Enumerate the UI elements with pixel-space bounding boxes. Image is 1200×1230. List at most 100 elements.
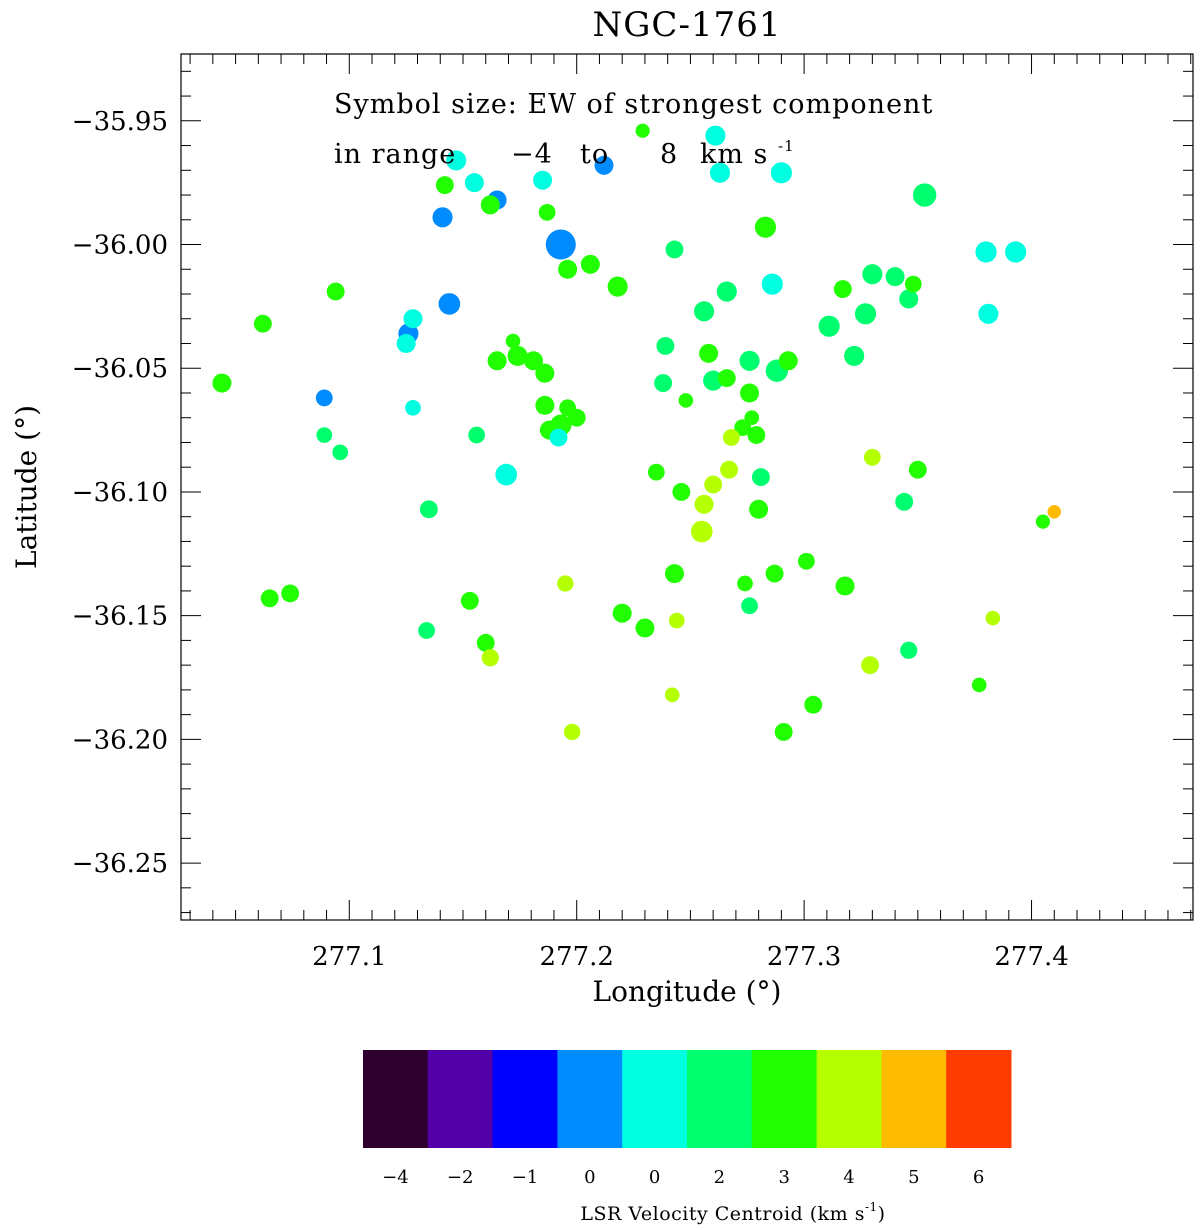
x-tick-label: 277.3: [767, 942, 841, 972]
annotation-range-low: −4: [511, 139, 553, 170]
data-point: [904, 275, 922, 293]
data-point: [900, 641, 918, 659]
data-point: [818, 315, 840, 337]
data-point: [747, 426, 766, 444]
x-tick-label: 277.1: [312, 942, 386, 972]
data-point: [612, 603, 632, 623]
data-point: [656, 337, 675, 355]
data-point: [694, 301, 715, 322]
data-point: [797, 552, 815, 570]
data-point: [912, 183, 937, 207]
colorbar-swatch: [687, 1050, 753, 1148]
data-point: [563, 723, 581, 741]
data-point: [908, 460, 927, 479]
annotation-range-high: 8: [660, 139, 678, 170]
colorbar-swatch: [492, 1050, 558, 1148]
data-point: [654, 374, 673, 393]
y-axis-label: Latitude (°): [10, 405, 43, 569]
data-point: [418, 622, 436, 639]
data-point: [435, 176, 454, 195]
data-point: [538, 203, 556, 221]
data-point: [672, 482, 691, 501]
colorbar-tick-label: 2: [714, 1167, 725, 1188]
data-point: [804, 695, 823, 714]
x-tick-label: 277.2: [539, 942, 613, 972]
data-point: [665, 240, 684, 259]
data-point: [507, 345, 528, 366]
data-point: [739, 350, 760, 371]
data-point: [754, 216, 777, 238]
annotation-unit: km s: [700, 139, 768, 170]
data-point: [895, 492, 914, 511]
colorbar-tick-label: −1: [512, 1167, 539, 1188]
colorbar-title: LSR Velocity Centroid (km s-1): [580, 1200, 885, 1225]
data-point: [495, 463, 518, 486]
colorbar-tick-label: 0: [584, 1167, 595, 1188]
data-point: [468, 426, 486, 444]
data-point: [1035, 514, 1050, 529]
colorbar-title-superscript: -1: [865, 1200, 878, 1214]
data-point: [549, 428, 568, 447]
y-tick-label: −36.10: [72, 478, 168, 508]
data-point: [778, 351, 798, 371]
data-point: [774, 723, 793, 741]
y-tick-label: −36.00: [72, 231, 168, 261]
data-point: [975, 241, 997, 263]
data-point: [446, 150, 467, 171]
axis-ticks: [181, 54, 1193, 920]
data-point: [971, 677, 987, 693]
data-point: [523, 351, 543, 371]
data-point: [535, 395, 555, 415]
y-tick-label: −36.15: [72, 602, 168, 632]
data-point: [744, 410, 760, 426]
data-point: [432, 207, 453, 228]
data-point: [464, 173, 484, 193]
annotation-line-1: Symbol size: EW of strongest component: [334, 89, 933, 120]
data-point: [557, 575, 574, 592]
x-axis-label: Longitude (°): [593, 975, 782, 1008]
data-point: [559, 399, 577, 417]
data-point: [326, 282, 345, 301]
data-point: [668, 612, 685, 629]
data-point: [405, 399, 421, 416]
data-point: [863, 448, 881, 466]
data-point: [741, 597, 758, 615]
data-point: [396, 333, 416, 353]
data-point: [765, 564, 784, 583]
data-point: [694, 494, 714, 514]
data-point: [281, 584, 300, 603]
data-point: [316, 427, 333, 443]
data-point: [635, 123, 650, 138]
data-point: [580, 254, 600, 274]
colorbar-tick-label: 0: [649, 1167, 660, 1188]
data-point: [704, 475, 723, 494]
data-point: [720, 460, 739, 479]
chart-title: NGC-1761: [593, 5, 782, 45]
data-point: [403, 309, 423, 329]
data-point: [533, 170, 553, 190]
data-point: [332, 444, 349, 461]
annotation-line-2: in range −4 to 8 km s -1: [334, 137, 795, 170]
y-tick-label: −36.25: [72, 849, 168, 879]
data-point: [885, 267, 905, 287]
data-point: [212, 373, 232, 393]
x-tick-label: 277.4: [994, 942, 1068, 972]
data-point: [722, 429, 740, 446]
data-point: [835, 576, 855, 596]
data-point: [749, 499, 769, 519]
data-point: [480, 195, 500, 215]
colorbar-swatch: [622, 1050, 688, 1148]
data-point: [678, 393, 694, 408]
data-point: [487, 351, 507, 371]
data-point: [635, 618, 655, 638]
colorbar-swatch: [363, 1050, 429, 1148]
colorbar-tick-label: −2: [447, 1167, 474, 1188]
data-point: [607, 276, 628, 297]
colorbar-swatch: [946, 1050, 1012, 1148]
data-point: [535, 363, 555, 383]
data-point: [460, 591, 479, 610]
data-point: [664, 687, 680, 703]
data-point: [978, 303, 999, 324]
data-point: [664, 564, 684, 584]
colorbar-tick-label: 5: [908, 1167, 919, 1188]
